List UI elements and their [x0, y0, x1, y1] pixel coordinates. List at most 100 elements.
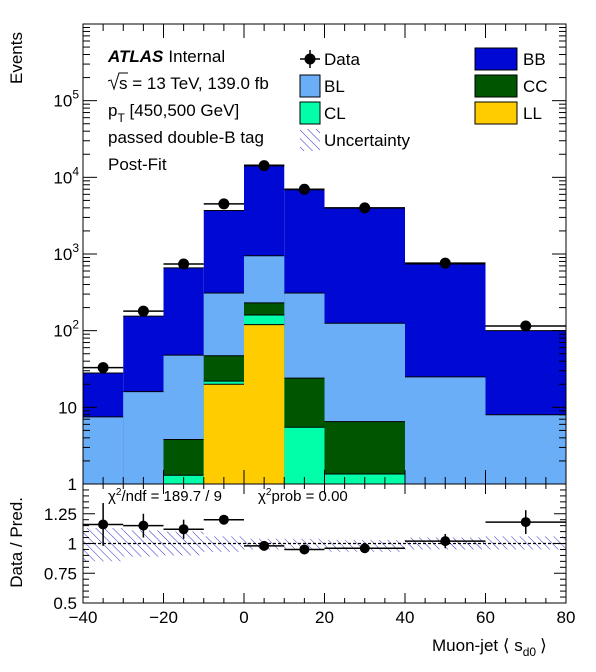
chi-symbol-2: χ	[258, 488, 266, 505]
legend-item-uncertainty: Uncertainty	[300, 129, 410, 151]
x-tick-label: −40	[69, 608, 98, 627]
y-axis-title-top: Events	[7, 32, 26, 84]
plot-info: ATLAS Internal s = 13 TeV, 139.0 fb pT [4…	[107, 47, 269, 174]
y-tick-label: 102	[53, 318, 79, 341]
atlas-suffix: Internal	[168, 47, 225, 66]
atlas-label: ATLAS	[107, 47, 164, 66]
ratio-y-tick-label: 0.75	[44, 564, 77, 583]
bar-bl	[123, 391, 164, 484]
y-tick-label: 105	[53, 88, 79, 111]
x-tick-label: 80	[557, 608, 576, 627]
chi2-prob: prob = 0.00	[271, 488, 347, 505]
ratio-point	[178, 524, 189, 535]
ratio-point	[520, 517, 531, 528]
ratio-point	[98, 519, 109, 530]
x-tick-label: −20	[149, 608, 178, 627]
svg-text:Muon-jet ⟨ sd0⟩: Muon-jet ⟨ sd0 ⟩	[432, 636, 547, 659]
bar-bl	[405, 376, 486, 484]
data-point	[178, 258, 190, 270]
bar-cl	[284, 427, 325, 484]
chi-sup-2: 2	[266, 487, 272, 498]
sqrt-s: s	[119, 74, 128, 93]
data-point	[520, 320, 532, 332]
legend-label-bl: BL	[324, 77, 345, 96]
ratio-point	[299, 544, 310, 555]
chi-symbol: χ	[108, 488, 116, 505]
ratio-point	[440, 536, 451, 547]
fit-text: Post-Fit	[108, 155, 167, 174]
x-tick-label: 0	[239, 608, 248, 627]
main-panel: 1 10 102 103 104 105	[53, 23, 567, 494]
legend: Data BB BL CC CL LL Uncertainty	[299, 47, 548, 151]
x-axis-title-sub: d0	[523, 645, 537, 659]
svg-text:pT [450,500 GeV]: pT [450,500 GeV]	[108, 101, 239, 125]
legend-item-bl: BL	[299, 74, 345, 98]
x-axis-title-close: ⟩	[540, 636, 547, 655]
y-axis-title-bottom: Data / Pred.	[7, 497, 26, 588]
sqrt-icon	[107, 72, 128, 91]
energy-label: s = 13 TeV, 139.0 fb	[107, 72, 269, 93]
legend-item-bb: BB	[474, 47, 546, 71]
legend-label-data: Data	[324, 50, 360, 69]
tag-text: passed double-B tag	[108, 128, 264, 147]
bar-bl	[83, 416, 124, 484]
legend-label-cc: CC	[523, 77, 548, 96]
data-point	[359, 202, 371, 214]
ratio-point	[359, 543, 370, 554]
bar-ll	[203, 384, 244, 484]
legend-item-ll: LL	[474, 101, 542, 125]
data-point	[439, 257, 451, 269]
bar-bl	[485, 414, 566, 484]
uncertainty-swatch	[300, 129, 320, 151]
chi2-ndf: /ndf = 189.7 / 9	[121, 488, 222, 505]
bar-ll	[244, 324, 285, 484]
legend-label-uncertainty: Uncertainty	[324, 131, 410, 150]
x-tick-label: 60	[476, 608, 495, 627]
chi-sup: 2	[116, 487, 122, 498]
legend-item-cl: CL	[299, 101, 346, 125]
y-tick-label: 104	[53, 164, 79, 187]
ratio-point	[218, 514, 229, 525]
stacked-histogram	[83, 164, 566, 484]
ratio-point	[138, 520, 149, 531]
x-axis-title-main: Muon-jet ⟨ s	[432, 636, 523, 655]
legend-item-cc: CC	[474, 74, 548, 98]
legend-label-ll: LL	[523, 104, 542, 123]
pt-label: p	[108, 101, 117, 120]
data-point	[97, 362, 109, 374]
ratio-info: χ2/ndf = 189.7 / 9 χ2prob = 0.00	[108, 487, 348, 505]
x-tick-label: 20	[315, 608, 334, 627]
ratio-y-tick-label: 1.25	[44, 505, 77, 524]
data-marker-icon	[304, 53, 316, 65]
y-axis-bottom: 0.5 0.75 1 1.25	[44, 483, 566, 613]
y-tick-label: 10	[58, 398, 77, 417]
svg-text:χ2/ndf = 189.7 / 9: χ2/ndf = 189.7 / 9	[108, 487, 222, 505]
data-point	[137, 305, 149, 317]
svg-text:s = 13 TeV, 139.0 fb: s = 13 TeV, 139.0 fb	[119, 74, 269, 93]
x-axis: −40 −20 0 20 40 60 80	[69, 484, 576, 627]
uncertainty-band	[83, 528, 566, 562]
data-point	[258, 160, 270, 172]
y-tick-label: 1	[68, 475, 77, 494]
x-axis-title: Muon-jet ⟨ sd0 ⟩	[432, 636, 547, 659]
data-point	[218, 198, 230, 210]
ratio-points	[83, 503, 566, 555]
data-points	[83, 160, 566, 374]
bb-swatch	[474, 47, 518, 71]
x-tick-label: 40	[396, 608, 415, 627]
ratio-point	[259, 540, 270, 551]
cc-swatch	[474, 74, 518, 98]
energy-text: = 13 TeV, 139.0 fb	[128, 74, 269, 93]
y-tick-label: 103	[53, 241, 79, 264]
pt-sub: T	[117, 111, 125, 125]
ratio-y-tick-label: 0.5	[53, 594, 77, 613]
legend-item-data: Data	[300, 50, 360, 69]
ratio-panel: 0.5 0.75 1 1.25 −40 −20 0 20 40 60 80	[44, 483, 576, 627]
bl-swatch	[299, 74, 321, 98]
pt-range: [450,500 GeV]	[125, 101, 239, 120]
cl-swatch	[299, 101, 321, 125]
x-ticks-top	[82, 24, 567, 484]
ll-swatch	[474, 101, 518, 125]
